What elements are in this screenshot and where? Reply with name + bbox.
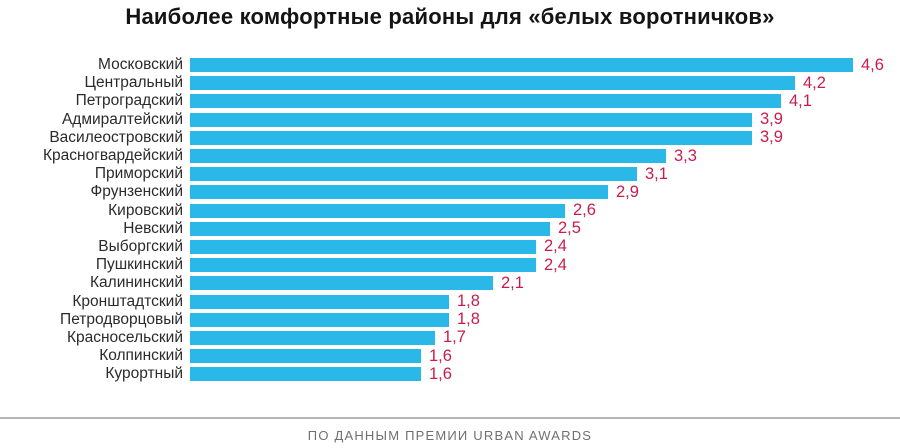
bar-category-label: Курортный [105,365,183,383]
bar [190,185,608,200]
bar-track: 4,6 [190,56,900,74]
bar-track: 4,2 [190,74,900,92]
bar-value-label: 1,8 [457,292,480,311]
bar-value-label: 2,4 [544,237,567,256]
bar-category-label: Невский [123,219,183,237]
bar [190,94,781,109]
bar [190,58,853,73]
bar-category-label: Красносельский [66,328,183,346]
bar-value-label: 1,6 [429,346,452,365]
bar-category-label: Красногвардейский [43,147,183,165]
bar-track: 3,3 [190,147,900,165]
bar-value-label: 1,6 [429,364,452,383]
bar-track: 1,8 [190,310,900,329]
bar-value-label: 4,1 [789,91,812,110]
chart-title: Наиболее комфортные районы для «белых во… [125,4,775,29]
bar-category-label: Кировский [108,201,183,219]
bar [190,130,752,145]
bar [190,239,536,254]
bar [190,203,565,218]
bar [190,276,493,291]
bar-value-label: 2,5 [558,219,581,238]
bar-row: Приморский 3,1 [0,165,900,183]
bar-value-label: 2,1 [501,273,524,292]
bar [190,258,536,273]
bar-track: 1,8 [190,292,900,310]
bar [190,367,421,382]
bar-value-label: 2,9 [616,182,639,201]
bar [190,330,435,345]
bar-row: Пушкинский 2,4 [0,256,900,274]
bar-track: 2,9 [190,183,900,201]
bar-category-label: Выборгский [98,237,183,255]
bar-chart: Московский 4,6 Центральный 4,2 Петроградский… [0,56,900,383]
bar-track: 1,6 [190,347,900,365]
bar-track: 2,1 [190,274,900,292]
bar-value-label: 3,9 [760,110,783,129]
bar-track: 2,4 [190,256,900,274]
bar-value-label: 1,8 [457,310,480,329]
bar-row: Курортный 1,6 [0,365,900,383]
bar-value-label: 3,9 [760,128,783,147]
bar-category-label: Фрунзенский [90,183,183,201]
bar [190,112,752,127]
bar-category-label: Петроградский [75,92,183,110]
bar-row: Выборгский 2,4 [0,237,900,256]
bar [190,221,550,236]
bar-value-label: 4,2 [803,73,826,92]
bar-category-label: Центральный [84,74,183,92]
bar [190,76,795,91]
bar-track: 2,5 [190,219,900,238]
bar-value-label: 3,3 [674,146,697,165]
bar-row: Калининский 2,1 [0,274,900,292]
bar-category-label: Колпинский [99,347,183,365]
bar [190,312,449,327]
bar-row: Кронштадтский 1,8 [0,292,900,310]
bar-track: 2,6 [190,201,900,220]
bar-row: Колпинский 1,6 [0,347,900,365]
bar-category-label: Петродворцовый [60,310,183,328]
source-note: ПО ДАННЫМ ПРЕМИИ URBAN AWARDS [307,428,593,443]
bar-row: Петродворцовый 1,8 [0,310,900,329]
bar-row: Адмиралтейский 3,9 [0,110,900,129]
bar-row: Невский 2,5 [0,219,900,238]
bar-category-label: Адмиралтейский [61,110,183,128]
bar-category-label: Московский [98,56,183,74]
bar-category-label: Пушкинский [95,256,183,274]
bar-track: 3,9 [190,110,900,129]
bar-track: 2,4 [190,237,900,256]
bar-track: 1,7 [190,328,900,347]
bar-track: 1,6 [190,365,900,383]
bar-value-label: 3,1 [645,164,668,183]
bar-track: 3,9 [190,128,900,147]
bar-category-label: Кронштадтский [72,292,183,310]
footer-divider [0,417,900,419]
bar-row: Кировский 2,6 [0,201,900,220]
bar-category-label: Калининский [90,274,183,292]
bar-category-label: Приморский [94,165,183,183]
bar-row: Петроградский 4,1 [0,92,900,110]
bar [190,149,666,164]
bar [190,167,637,182]
bar-row: Красногвардейский 3,3 [0,147,900,165]
bar-track: 3,1 [190,165,900,183]
bar-row: Василеостровский 3,9 [0,128,900,147]
bar-value-label: 2,6 [573,201,596,220]
bar-row: Красносельский 1,7 [0,328,900,347]
bar-row: Центральный 4,2 [0,74,900,92]
bar-value-label: 4,6 [861,55,884,74]
bar-row: Фрунзенский 2,9 [0,183,900,201]
bar-category-label: Василеостровский [49,128,183,146]
bar-value-label: 2,4 [544,255,567,274]
bar [190,294,449,309]
bar-track: 4,1 [190,92,900,110]
bar-row: Московский 4,6 [0,56,900,74]
bar-value-label: 1,7 [443,328,466,347]
bar [190,349,421,364]
